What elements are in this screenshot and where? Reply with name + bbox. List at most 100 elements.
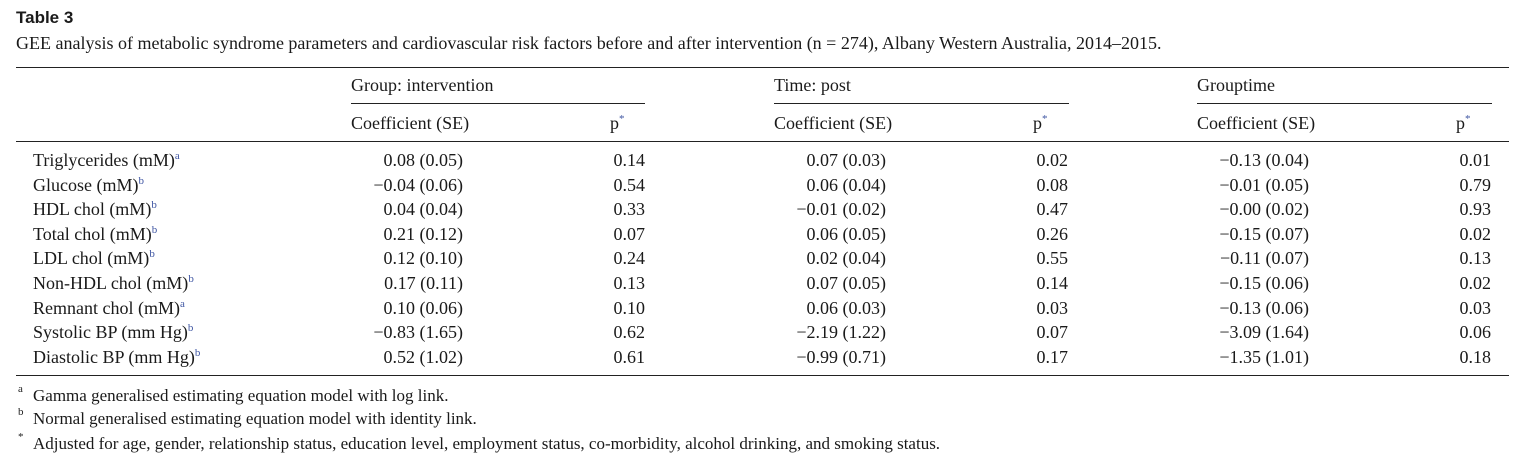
p-label: p: [1033, 113, 1042, 133]
row-label: Triglycerides (mM)a: [33, 149, 180, 171]
row-label-text: Triglycerides (mM): [33, 150, 175, 170]
footnote-mark: b: [187, 322, 194, 335]
table-caption: GEE analysis of metabolic syndrome param…: [16, 33, 1162, 53]
coefficient-value: −0.13 (0.04): [1219, 150, 1309, 170]
p-value: 0.33: [613, 199, 646, 220]
row-label: HDL chol (mM)b: [33, 198, 157, 220]
p-value: 0.93: [1459, 199, 1492, 220]
coefficient-header: Coefficient (SE): [774, 113, 893, 133]
p-value-header: p*: [610, 112, 625, 134]
p-value: 0.08: [1036, 174, 1069, 195]
coefficient-value: −2.19 (1.22): [796, 322, 886, 343]
p-label: p: [1456, 113, 1465, 133]
row-label: LDL chol (mM)b: [33, 247, 155, 269]
p-value: 0.07: [1036, 322, 1069, 343]
coefficient-value: 0.17 (0.11): [384, 273, 463, 293]
p-value: 0.13: [1459, 248, 1492, 269]
row-label: Diastolic BP (mm Hg)b: [33, 346, 200, 368]
coefficient-header: Coefficient (SE): [1197, 113, 1316, 133]
coefficient-value: −0.15 (0.07): [1219, 223, 1309, 244]
footnote-text: Adjusted for age, gender, relationship s…: [33, 434, 941, 453]
coefficient-value: −0.04 (0.06): [373, 174, 463, 195]
p-value: 0.79: [1459, 174, 1492, 195]
row-label-text: Glucose (mM): [33, 174, 139, 195]
asterisk-mark: *: [1465, 113, 1471, 125]
group-rule-time: [774, 103, 1069, 104]
footnote-mark: a: [174, 150, 180, 162]
coefficient-value: 0.52 (1.02): [383, 346, 464, 367]
coefficient-value: 0.08 (0.05): [383, 150, 464, 170]
row-label-text: Systolic BP (mm Hg): [33, 322, 188, 343]
p-value: 0.14: [613, 150, 646, 170]
p-value: 0.03: [1459, 297, 1492, 318]
coefficient-value: −0.01 (0.02): [796, 199, 886, 220]
footnote-text: Gamma generalised estimating equation mo…: [33, 386, 449, 405]
coefficient-value: 0.06 (0.04): [806, 174, 887, 195]
coefficient-value: −0.83 (1.65): [373, 322, 463, 343]
group-title: Grouptime: [1197, 75, 1275, 95]
coefficient-value: 0.07 (0.03): [806, 150, 887, 170]
p-value: 0.10: [613, 297, 646, 318]
p-value: 0.62: [613, 322, 646, 343]
footnote-mark: a: [179, 297, 185, 310]
coefficient-value: 0.06 (0.03): [806, 297, 887, 318]
p-value: 0.54: [613, 174, 646, 195]
table-label: Table 3: [16, 8, 74, 27]
p-value: 0.55: [1036, 248, 1069, 269]
footnote-marker: a: [18, 383, 23, 395]
footnote-marker: *: [18, 431, 24, 443]
p-value-header: p*: [1033, 112, 1048, 134]
group-title: Time: post: [774, 75, 851, 95]
coefficient-value: 0.07 (0.05): [806, 273, 887, 293]
row-label-text: HDL chol (mM): [33, 199, 152, 220]
coefficient-value: −0.99 (0.71): [796, 346, 886, 367]
p-value: 0.01: [1459, 150, 1492, 170]
p-value: 0.07: [613, 223, 646, 244]
coefficient-value: 0.02 (0.04): [806, 248, 887, 269]
p-value: 0.24: [613, 248, 646, 269]
group-rule-intervention: [351, 103, 645, 104]
p-value: 0.02: [1036, 150, 1069, 170]
row-label-text: LDL chol (mM): [33, 248, 150, 269]
p-value: 0.26: [1036, 223, 1069, 244]
p-value: 0.02: [1459, 273, 1492, 293]
row-label-text: Diastolic BP (mm Hg): [33, 346, 195, 367]
row-label: Glucose (mM)b: [33, 174, 144, 196]
row-label: Systolic BP (mm Hg)b: [33, 321, 193, 343]
bottom-rule: [16, 375, 1509, 376]
row-label: Non-HDL chol (mM)b: [33, 272, 194, 294]
p-value: 0.13: [613, 273, 646, 293]
p-value: 0.06: [1459, 322, 1492, 343]
coefficient-value: −0.11 (0.07): [1220, 248, 1309, 269]
asterisk-mark: *: [1042, 113, 1048, 125]
row-label-text: Remnant chol (mM): [33, 297, 180, 318]
coefficient-value: −3.09 (1.64): [1219, 322, 1309, 343]
coefficient-value: −0.13 (0.06): [1219, 297, 1309, 318]
footnote-mark: b: [151, 199, 157, 212]
footnote-mark: b: [151, 223, 158, 236]
group-rule-grouptime: [1197, 103, 1492, 104]
footnote-text: Normal generalised estimating equation m…: [33, 409, 477, 428]
coefficient-value: 0.12 (0.10): [383, 248, 464, 269]
coefficient-value: 0.10 (0.06): [383, 297, 464, 318]
p-label: p: [610, 113, 619, 133]
coefficient-header: Coefficient (SE): [351, 113, 470, 133]
p-value: 0.47: [1036, 199, 1069, 220]
row-label-text: Total chol (mM): [33, 223, 152, 244]
coefficient-value: −0.00 (0.02): [1219, 199, 1309, 220]
group-title: Group: intervention: [351, 75, 494, 95]
row-label-text: Non-HDL chol (mM): [33, 273, 189, 293]
p-value-header: p*: [1456, 112, 1471, 134]
p-value: 0.03: [1036, 297, 1069, 318]
footnote-mark: b: [149, 248, 155, 261]
p-value: 0.61: [613, 346, 646, 367]
row-label: Total chol (mM)b: [33, 223, 157, 245]
coefficient-value: 0.06 (0.05): [806, 223, 887, 244]
p-value: 0.02: [1459, 223, 1492, 244]
footnote-mark: b: [194, 346, 201, 359]
coefficient-value: −0.01 (0.05): [1219, 174, 1309, 195]
asterisk-mark: *: [619, 113, 625, 125]
footnote-marker: b: [18, 406, 24, 418]
coefficient-value: −1.35 (1.01): [1219, 346, 1309, 367]
